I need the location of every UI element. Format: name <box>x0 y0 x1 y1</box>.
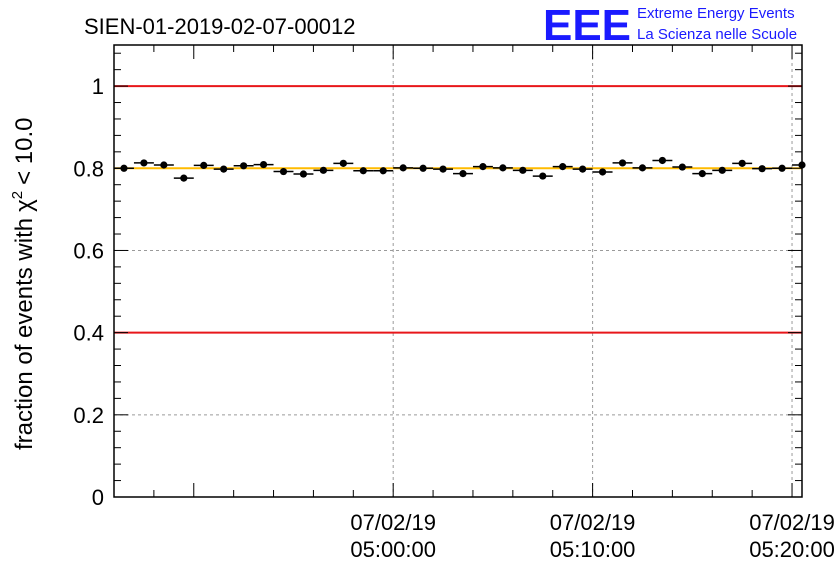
marker <box>459 170 467 178</box>
y-axis-label: fraction of events with χ2 < 10.0 <box>9 118 38 450</box>
data-point <box>233 162 254 170</box>
y-tick-label: 0.6 <box>73 238 104 263</box>
data-point <box>173 174 194 182</box>
marker <box>519 166 527 174</box>
marker <box>778 164 786 172</box>
data-point <box>572 165 593 173</box>
data-point <box>752 165 773 173</box>
data-point <box>492 164 513 172</box>
y-tick-label: 0.2 <box>73 403 104 428</box>
y-tick-label: 1 <box>92 74 104 99</box>
data-point <box>632 164 653 172</box>
data-point <box>672 163 693 171</box>
data-point <box>253 160 274 169</box>
grid-layer <box>114 45 802 497</box>
data-point <box>373 167 394 175</box>
data-point <box>393 164 414 172</box>
marker <box>140 159 148 167</box>
marker <box>618 159 627 167</box>
marker <box>559 163 567 171</box>
data-point <box>712 166 733 174</box>
data-point <box>512 166 533 174</box>
data-point <box>153 161 174 169</box>
data-point <box>333 159 354 167</box>
marker <box>339 159 347 167</box>
data-point <box>453 170 473 178</box>
data-point <box>313 166 334 174</box>
data-point <box>273 167 294 176</box>
marker <box>399 164 407 172</box>
data-point <box>592 168 613 176</box>
data-point <box>532 172 553 180</box>
x-tick-label-time: 05:10:00 <box>550 537 636 562</box>
marker <box>160 161 168 169</box>
marker <box>359 167 367 175</box>
logo-mark: EEE <box>543 1 631 50</box>
logo-line-2: La Scienza nelle Scuole <box>637 26 797 43</box>
marker <box>419 164 427 172</box>
data-point <box>213 165 234 173</box>
axes: 00.20.40.60.8107/02/1905:00:0007/02/1905… <box>73 44 835 562</box>
data-point <box>433 165 454 173</box>
x-tick-label-time: 05:20:00 <box>749 537 835 562</box>
data-point <box>293 170 314 178</box>
marker <box>678 163 686 171</box>
marker <box>279 167 288 176</box>
marker <box>479 163 487 171</box>
data-point <box>353 167 374 175</box>
reference-lines <box>114 85 802 334</box>
marker <box>598 168 607 176</box>
marker <box>379 167 387 175</box>
y-axis-label-main: fraction of events with <box>11 218 38 450</box>
data-point <box>193 161 214 169</box>
plot-frame <box>113 44 803 498</box>
marker <box>240 162 248 170</box>
data-point <box>612 159 633 167</box>
marker <box>499 164 507 172</box>
eee-logo: EEE Extreme Energy Events La Scienza nel… <box>543 1 797 50</box>
x-tick-label-time: 05:00:00 <box>350 537 436 562</box>
marker <box>638 164 647 172</box>
marker <box>200 161 208 169</box>
marker <box>718 166 726 174</box>
data-point <box>413 164 434 172</box>
y-axis-label-chi: χ <box>11 199 38 212</box>
x-tick-label-date: 07/02/19 <box>350 510 436 535</box>
marker <box>658 156 667 165</box>
marker <box>299 170 308 178</box>
data-point <box>552 163 573 171</box>
marker <box>439 165 447 173</box>
x-tick-label-date: 07/02/19 <box>749 510 835 535</box>
y-axis-label-tail: < 10.0 <box>11 118 38 185</box>
marker <box>539 172 547 180</box>
marker <box>579 165 587 173</box>
y-tick-label: 0.8 <box>73 156 104 181</box>
data-point <box>133 159 154 167</box>
logo-line-1: Extreme Energy Events <box>637 5 795 22</box>
y-axis-label-sup: 2 <box>9 191 26 199</box>
data-point <box>732 159 753 167</box>
marker <box>259 160 268 169</box>
marker <box>220 165 228 173</box>
data-point <box>472 163 493 171</box>
data-series <box>114 156 806 182</box>
marker <box>758 165 766 173</box>
data-point <box>652 156 673 165</box>
marker <box>698 170 706 178</box>
y-tick-label: 0.4 <box>73 321 104 346</box>
chart-title: SIEN-01-2019-02-07-00012 <box>84 14 356 39</box>
marker <box>180 174 188 182</box>
data-point <box>692 170 713 178</box>
marker <box>319 166 327 174</box>
y-tick-label: 0 <box>92 485 104 510</box>
marker <box>738 159 746 167</box>
x-tick-label-date: 07/02/19 <box>550 510 636 535</box>
